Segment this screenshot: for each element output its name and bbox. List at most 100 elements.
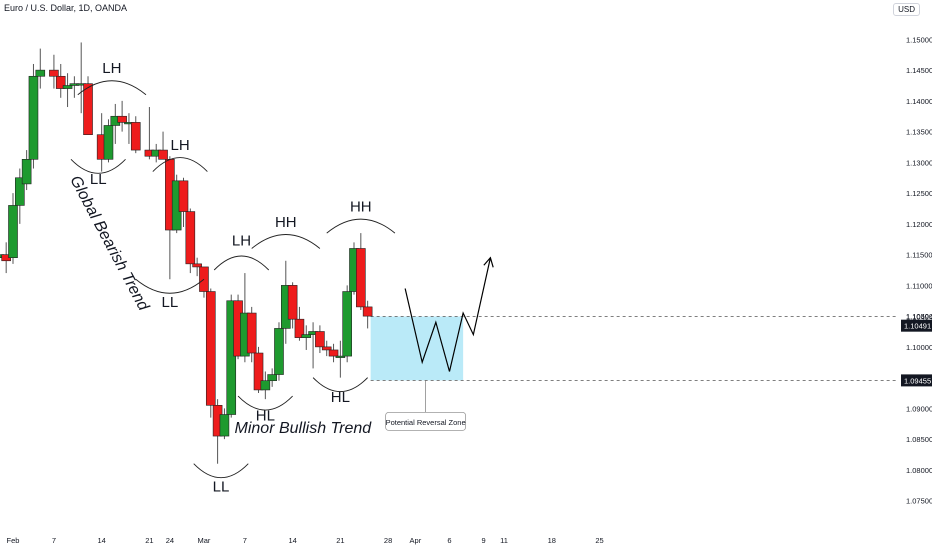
y-tick-label: 1.07500	[906, 497, 932, 506]
candle-body	[205, 291, 216, 406]
x-tick-label: 7	[52, 536, 56, 545]
candle-body	[321, 346, 332, 351]
swing-label: LH	[170, 137, 189, 154]
x-tick-label: 18	[548, 536, 556, 545]
y-tick-label: 1.08000	[906, 466, 932, 475]
x-tick-label: 11	[500, 536, 508, 545]
candle-body	[8, 205, 18, 259]
x-tick-label: 14	[288, 536, 296, 545]
price-tag	[901, 374, 932, 387]
candle-body	[185, 211, 196, 265]
candle-body	[356, 248, 366, 308]
candle	[246, 306, 257, 363]
projection-path	[404, 257, 491, 372]
candle-body	[192, 263, 202, 268]
x-tick-label: 21	[336, 536, 344, 545]
y-tick-label: 1.12500	[906, 189, 932, 198]
candle	[294, 306, 305, 341]
price-tag-label: 1.09455	[904, 376, 931, 385]
swing-label: HL	[331, 389, 350, 406]
candle	[315, 325, 325, 354]
candle	[205, 288, 216, 418]
swing-arc	[213, 255, 270, 271]
y-tick-label: 1.09000	[906, 404, 932, 413]
candle	[117, 100, 127, 132]
trend-annotation: Minor Bullish Trend	[235, 420, 373, 437]
y-tick-label: 1.12000	[906, 220, 932, 229]
swing-label: LH	[102, 60, 121, 77]
candle-body	[62, 85, 73, 89]
candle	[8, 193, 18, 264]
candle	[62, 73, 73, 108]
swing-arc	[326, 218, 396, 234]
candle	[130, 116, 141, 154]
swing-label: HL	[256, 408, 275, 425]
candle-body	[342, 291, 352, 357]
candle-body	[117, 115, 127, 123]
candle	[103, 119, 114, 163]
candle	[192, 257, 202, 277]
candle	[362, 300, 373, 329]
candle	[28, 63, 39, 169]
candle	[219, 408, 230, 440]
candle	[267, 368, 277, 387]
x-tick-label: 24	[166, 536, 174, 545]
x-tick-label: Feb	[7, 536, 20, 545]
candle-body	[274, 328, 284, 375]
candle	[287, 282, 298, 329]
x-tick-label: 9	[481, 536, 485, 545]
candle-body	[35, 69, 46, 77]
candle-body	[178, 180, 189, 212]
zone-callout-label: Potential Reversal Zone	[386, 418, 466, 427]
candle	[321, 340, 332, 357]
reversal-zone	[370, 316, 464, 381]
candle-body	[83, 83, 93, 135]
swing-arc	[237, 395, 293, 411]
candle-body	[49, 69, 59, 77]
swing-label: HH	[275, 214, 297, 231]
y-tick-label: 1.11500	[906, 251, 932, 260]
swing-arc	[152, 157, 208, 172]
y-tick-label: 1.14500	[906, 66, 932, 75]
x-tick-label: 21	[145, 536, 153, 545]
swing-arc	[77, 80, 147, 96]
swing-label: LL	[213, 478, 230, 495]
y-tick-label: 1.13000	[906, 158, 932, 167]
candle	[83, 76, 93, 135]
chart-title: Euro / U.S. Dollar, 1D, OANDA	[4, 3, 128, 13]
candle-body	[246, 312, 257, 354]
candle	[35, 48, 46, 89]
swing-label: HH	[350, 199, 372, 216]
candle	[253, 346, 264, 393]
candle	[328, 343, 339, 363]
candle-body	[130, 122, 141, 151]
swing-arc	[135, 278, 205, 294]
projection-arrowhead	[483, 256, 494, 268]
candle-body	[287, 285, 298, 320]
x-tick-label: 6	[447, 536, 451, 545]
x-tick-label: Mar	[197, 536, 210, 545]
candle	[21, 150, 32, 191]
candle-body	[21, 159, 32, 185]
candle-body	[199, 266, 209, 292]
y-tick-label: 1.08500	[906, 435, 932, 444]
y-tick-label: 1.10500	[906, 312, 932, 321]
currency-button[interactable]: USD	[893, 3, 920, 16]
candle	[260, 371, 271, 400]
swing-arc	[312, 377, 368, 392]
candle	[301, 325, 312, 350]
x-tick-label: Apr	[410, 536, 422, 545]
candle-body	[315, 331, 325, 348]
candle	[178, 177, 189, 227]
price-tag-label: 1.10491	[904, 322, 931, 331]
x-tick-label: 25	[595, 536, 603, 545]
price-tag	[901, 319, 932, 332]
candle	[49, 54, 59, 89]
candle-body	[294, 318, 305, 338]
candle-body	[15, 177, 25, 206]
candle-body	[260, 380, 271, 391]
swing-arc	[251, 234, 321, 249]
